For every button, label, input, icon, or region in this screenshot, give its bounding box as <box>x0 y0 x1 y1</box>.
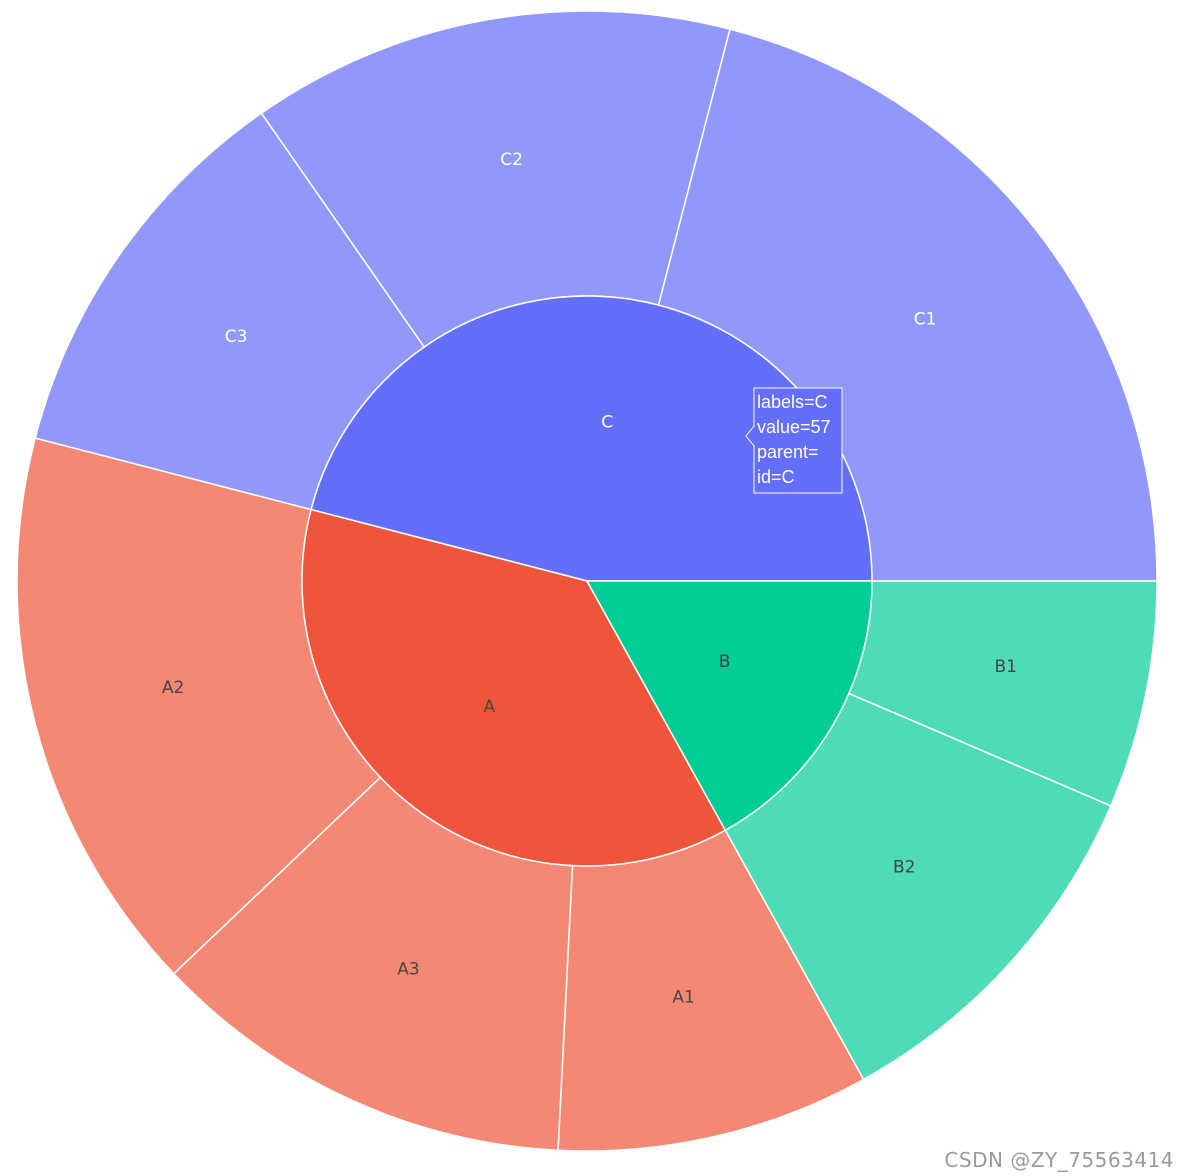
segment-label-a2: A2 <box>162 678 184 698</box>
segment-label-b2: B2 <box>893 858 915 878</box>
segment-label-c: C <box>601 413 613 433</box>
segment-label-c2: C2 <box>500 150 523 170</box>
tooltip-box <box>753 387 843 494</box>
tooltip-line-3: id=C <box>757 467 795 487</box>
segment-label-b: B <box>719 652 731 672</box>
segment-label-a1: A1 <box>672 987 694 1007</box>
labels-layer: C1 C2 C3 A2 A3 A1 B2 B1 C A B <box>162 150 1017 1007</box>
sunburst-segment-c[interactable] <box>310 295 873 582</box>
tooltip-pointer-joint <box>753 427 756 445</box>
segments-layer <box>16 10 1158 1152</box>
segment-label-c3: C3 <box>225 327 248 347</box>
sunburst-segment-b[interactable] <box>585 580 873 832</box>
segment-label-b1: B1 <box>995 657 1017 677</box>
segment-label-a: A <box>483 697 495 717</box>
segment-label-a3: A3 <box>397 959 419 979</box>
hover-tooltip: labels=C value=57 parent= id=C <box>745 387 843 494</box>
tooltip-line-2: parent= <box>757 442 819 462</box>
watermark-text: CSDN @ZY_75563414 <box>944 1148 1174 1172</box>
segment-label-c1: C1 <box>914 309 937 329</box>
sunburst-segment-a[interactable] <box>301 508 727 867</box>
tooltip-line-0: labels=C <box>757 392 828 412</box>
tooltip-line-1: value=57 <box>757 417 831 437</box>
